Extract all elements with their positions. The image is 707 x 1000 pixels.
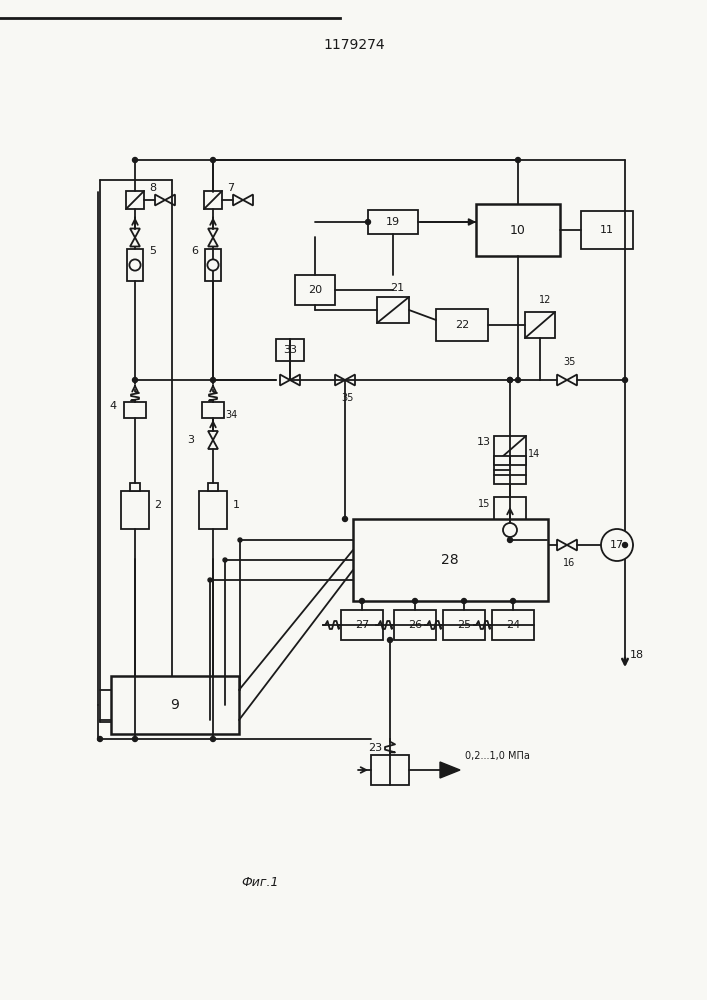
Text: 11: 11 [600, 225, 614, 235]
Circle shape [622, 542, 628, 548]
Text: 2: 2 [154, 500, 162, 510]
Bar [202, 402, 224, 418]
Circle shape [238, 538, 242, 542]
Text: 35: 35 [563, 357, 576, 367]
Text: 23: 23 [368, 743, 382, 753]
Text: 1: 1 [233, 500, 240, 510]
Bar [208, 483, 218, 491]
Circle shape [515, 377, 520, 382]
Circle shape [515, 157, 520, 162]
Circle shape [601, 529, 633, 561]
Bar [371, 755, 409, 785]
Circle shape [211, 157, 216, 162]
Circle shape [503, 523, 517, 537]
Text: Фиг.1: Фиг.1 [241, 876, 279, 888]
Text: 34: 34 [225, 410, 237, 420]
Bar [394, 610, 436, 640]
Bar [111, 676, 239, 734]
Bar [494, 436, 526, 464]
Text: 0,2...1,0 МПа: 0,2...1,0 МПа [465, 751, 530, 761]
Text: 20: 20 [308, 285, 322, 295]
Text: 9: 9 [170, 698, 180, 712]
Text: 25: 25 [457, 620, 471, 630]
Text: 33: 33 [283, 345, 297, 355]
Bar [476, 204, 560, 256]
Circle shape [211, 377, 216, 382]
Bar [581, 211, 633, 249]
Text: 19: 19 [386, 217, 400, 227]
Circle shape [342, 516, 348, 522]
Text: 7: 7 [228, 183, 235, 193]
Bar [204, 191, 222, 209]
Circle shape [622, 377, 628, 382]
Bar [127, 249, 143, 281]
Circle shape [132, 736, 137, 742]
Polygon shape [440, 762, 460, 778]
Bar [126, 191, 144, 209]
Text: 16: 16 [563, 558, 575, 568]
Text: 14: 14 [528, 449, 540, 459]
Circle shape [207, 259, 218, 271]
Text: 28: 28 [441, 553, 459, 567]
Bar [199, 491, 227, 529]
Text: 13: 13 [477, 437, 491, 447]
Circle shape [508, 377, 513, 382]
Text: 17: 17 [610, 540, 624, 550]
Text: 35: 35 [341, 393, 354, 403]
Circle shape [132, 157, 137, 162]
Text: 10: 10 [510, 224, 526, 236]
Bar [205, 249, 221, 281]
Circle shape [510, 598, 515, 603]
Text: 22: 22 [455, 320, 469, 330]
Bar [341, 610, 383, 640]
Bar [368, 210, 418, 234]
Circle shape [359, 598, 365, 603]
Circle shape [462, 598, 467, 603]
Bar [124, 402, 146, 418]
Text: 21: 21 [390, 283, 404, 293]
Bar [494, 497, 526, 543]
Circle shape [387, 638, 392, 643]
Circle shape [129, 259, 141, 271]
Text: 1179274: 1179274 [323, 38, 385, 52]
Text: 27: 27 [355, 620, 369, 630]
Text: 15: 15 [478, 499, 490, 509]
Bar [295, 275, 335, 305]
Circle shape [98, 736, 103, 742]
Text: 5: 5 [149, 246, 156, 256]
Text: 26: 26 [408, 620, 422, 630]
Text: 4: 4 [110, 401, 117, 411]
Text: 24: 24 [506, 620, 520, 630]
Bar [494, 456, 526, 484]
Circle shape [508, 538, 513, 542]
Bar [436, 309, 488, 341]
Bar [130, 483, 140, 491]
Bar [276, 339, 304, 361]
Bar [353, 519, 547, 601]
Bar [121, 491, 149, 529]
Circle shape [132, 377, 137, 382]
Text: 8: 8 [149, 183, 156, 193]
Text: 6: 6 [192, 246, 199, 256]
Bar [377, 297, 409, 323]
Circle shape [508, 377, 513, 382]
Bar [492, 610, 534, 640]
Bar [525, 312, 555, 338]
Text: 12: 12 [539, 295, 551, 305]
Circle shape [366, 220, 370, 225]
Circle shape [412, 598, 418, 603]
Text: 18: 18 [630, 650, 644, 660]
Circle shape [211, 736, 216, 742]
Bar [443, 610, 485, 640]
Text: 3: 3 [187, 435, 194, 445]
Circle shape [223, 558, 227, 562]
Circle shape [208, 578, 212, 582]
